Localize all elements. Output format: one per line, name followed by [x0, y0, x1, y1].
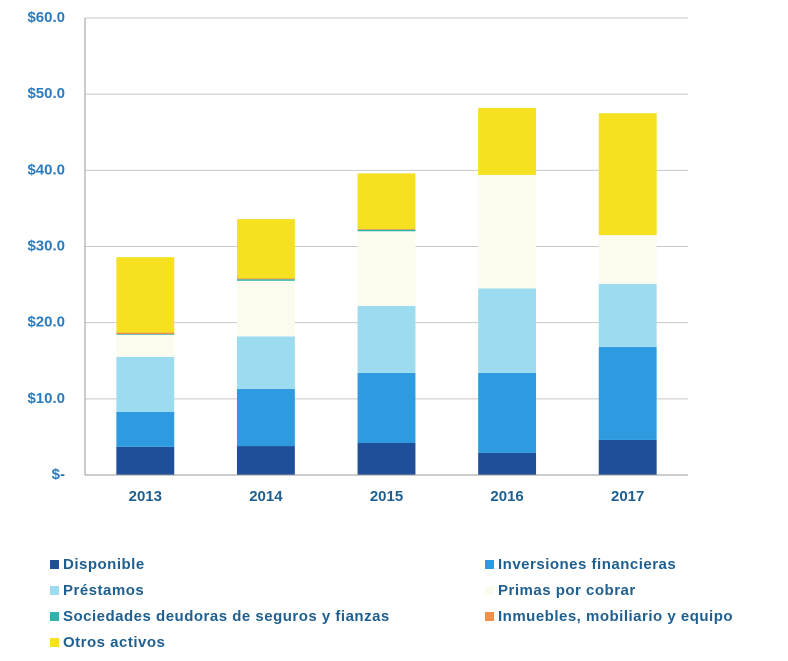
- bar-segment: [357, 228, 416, 230]
- legend-swatch: [485, 560, 494, 569]
- y-tick-label: $20.0: [27, 314, 65, 331]
- x-tick-label: 2015: [370, 488, 403, 505]
- legend-label: Inmuebles, mobiliario y equipo: [498, 608, 733, 625]
- bar-segment: [236, 278, 295, 280]
- bar-segment: [598, 235, 657, 284]
- legend-swatch: [50, 612, 59, 621]
- bar-segment: [357, 305, 416, 373]
- bar-segment: [357, 173, 416, 229]
- x-tick-label: 2013: [129, 488, 162, 505]
- bar-segment: [357, 231, 416, 306]
- bar-segment: [478, 372, 537, 453]
- bar-segment: [478, 174, 537, 289]
- legend-swatch: [485, 586, 494, 595]
- bar-segment: [236, 279, 295, 281]
- bar-segment: [478, 288, 537, 373]
- bar-segment: [116, 334, 175, 357]
- bar-segment: [116, 332, 175, 335]
- legend-label: Inversiones financieras: [498, 556, 676, 573]
- bar-segment: [598, 283, 657, 348]
- x-tick-label: 2014: [249, 488, 283, 505]
- bar-segment: [357, 443, 416, 475]
- bar-segment: [598, 439, 657, 475]
- bar-segment: [598, 347, 657, 440]
- legend-swatch: [50, 586, 59, 595]
- bar-segment: [116, 356, 175, 412]
- bar-segment: [598, 113, 657, 236]
- y-tick-label: $-: [52, 466, 65, 483]
- legend-label: Primas por cobrar: [498, 582, 636, 599]
- legend-label: Disponible: [63, 556, 145, 573]
- legend-label: Otros activos: [63, 634, 165, 651]
- y-tick-label: $40.0: [27, 161, 65, 178]
- bar-segment: [236, 336, 295, 389]
- bar-segment: [116, 334, 175, 335]
- bar-segment: [116, 411, 175, 447]
- y-tick-label: $60.0: [27, 9, 65, 26]
- bar-segment: [357, 372, 416, 444]
- bar-segment: [236, 219, 295, 279]
- x-tick-label: 2016: [490, 488, 523, 505]
- bar-segment: [236, 446, 295, 475]
- legend-swatch: [485, 612, 494, 621]
- bar-segment: [357, 229, 416, 232]
- bar-segment: [236, 280, 295, 337]
- legend-swatch: [50, 638, 59, 647]
- bar-segment: [236, 388, 295, 447]
- bar-segment: [478, 452, 537, 475]
- bar-segment: [478, 107, 537, 175]
- x-tick-label: 2017: [611, 488, 644, 505]
- bar-segment: [116, 446, 175, 475]
- y-tick-label: $50.0: [27, 85, 65, 102]
- bar-segment: [116, 257, 175, 333]
- y-tick-label: $30.0: [27, 237, 65, 254]
- legend-label: Préstamos: [63, 582, 144, 599]
- legend-swatch: [50, 560, 59, 569]
- y-tick-label: $10.0: [27, 390, 65, 407]
- legend-label: Sociedades deudoras de seguros y fianzas: [63, 608, 390, 625]
